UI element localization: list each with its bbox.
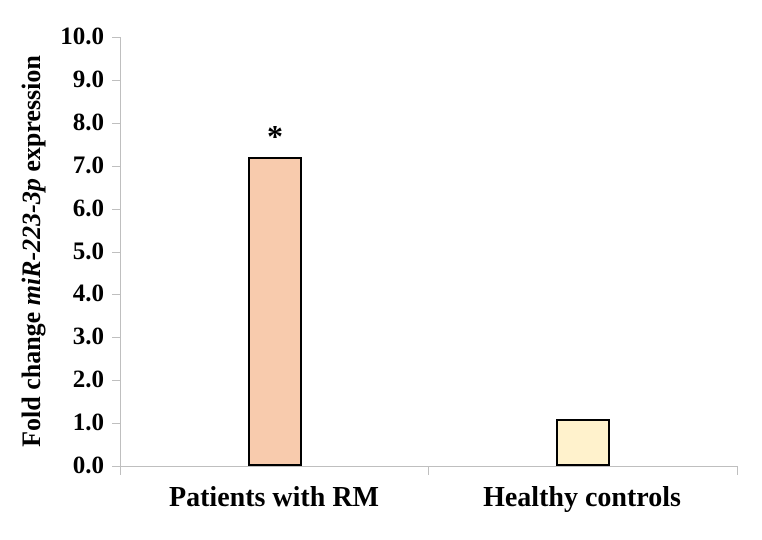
y-tick-mark — [112, 251, 120, 253]
y-tick-label: 6.0 — [72, 194, 104, 222]
bar-patients-with-rm — [248, 157, 302, 466]
y-tick-mark — [112, 337, 120, 339]
y-tick-label: 7.0 — [72, 151, 104, 179]
y-tick-mark — [112, 122, 120, 124]
y-axis-line — [120, 37, 121, 467]
y-tick-mark — [112, 294, 120, 296]
y-tick-mark — [112, 423, 120, 425]
category-label-patients-with-rm: Patients with RM — [169, 482, 379, 513]
x-axis-line — [120, 466, 738, 467]
significance-asterisk: * — [267, 118, 283, 154]
y-tick-mark — [112, 37, 120, 38]
y-tick-label: 5.0 — [72, 237, 104, 265]
y-tick-mark — [112, 380, 120, 382]
bar-healthy-controls — [556, 419, 610, 466]
y-tick-label: 8.0 — [72, 108, 104, 136]
y-tick-mark — [112, 208, 120, 210]
y-tick-label: 0.0 — [72, 452, 104, 479]
y-tick-label: 9.0 — [72, 65, 104, 93]
y-tick-label: 2.0 — [72, 366, 104, 394]
y-tick-label: 4.0 — [72, 280, 104, 308]
x-axis-tick-left — [120, 467, 121, 475]
category-label-healthy-controls: Healthy controls — [483, 482, 681, 513]
y-tick-label: 3.0 — [72, 323, 104, 351]
y-tick-mark — [112, 466, 120, 467]
y-tick-mark — [112, 165, 120, 167]
x-axis-tick-middle — [428, 467, 429, 475]
y-tick-mark — [112, 79, 120, 81]
x-axis-tick-right — [737, 467, 738, 475]
y-tick-label: 1.0 — [72, 409, 104, 437]
y-tick-label: 10.0 — [60, 23, 104, 50]
